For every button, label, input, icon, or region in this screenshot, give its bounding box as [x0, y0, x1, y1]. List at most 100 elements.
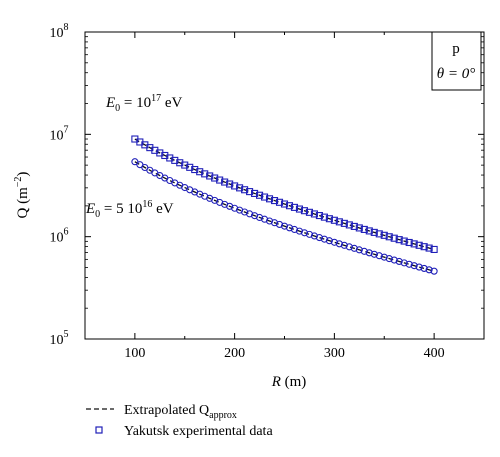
data-point-e16 — [375, 252, 383, 260]
x-tick-label: 400 — [424, 346, 445, 361]
x-tick-label: 100 — [124, 346, 145, 361]
data-point-e16 — [355, 246, 363, 254]
data-point-e16 — [325, 237, 333, 245]
data-point-e17 — [171, 156, 179, 164]
data-point-e17 — [385, 233, 393, 241]
panel-label-box — [431, 31, 482, 91]
y-tick-label: 105 — [50, 329, 69, 348]
data-point-e17 — [320, 213, 328, 221]
data-point-e16 — [295, 227, 304, 235]
data-point-e17 — [345, 221, 353, 229]
data-point-e17 — [191, 165, 199, 174]
fit-curve-e16 — [134, 161, 435, 272]
data-point-e17 — [246, 188, 254, 196]
panel-label-particle: p — [452, 41, 460, 57]
data-point-e17 — [241, 186, 249, 194]
data-point-e17 — [375, 230, 383, 238]
data-point-e17 — [395, 236, 403, 244]
data-point-e17 — [355, 224, 363, 232]
legend-square-marker — [95, 426, 103, 434]
data-point-e17 — [181, 161, 189, 169]
data-point-e17 — [340, 219, 348, 227]
y-tick-label: 107 — [50, 124, 69, 143]
fit-curve-e17 — [134, 138, 435, 251]
data-point-e17 — [350, 222, 358, 230]
y-tick-label: 108 — [50, 22, 69, 41]
data-point-e17 — [201, 170, 209, 178]
data-point-e17 — [335, 218, 343, 226]
data-point-e16 — [390, 256, 398, 264]
data-point-e17 — [265, 195, 274, 203]
data-point-e17 — [325, 215, 333, 223]
data-point-e17 — [365, 227, 373, 235]
data-point-e16 — [290, 225, 299, 234]
data-point-e17 — [206, 172, 214, 180]
data-point-e16 — [340, 241, 348, 249]
data-point-e17 — [400, 237, 408, 245]
y-axis-label-sup: −2 — [13, 177, 24, 188]
data-point-e17 — [370, 228, 378, 236]
data-point-e17 — [270, 197, 279, 205]
data-point-e17 — [231, 182, 239, 190]
data-point-e16 — [315, 234, 323, 242]
data-point-e16 — [330, 238, 338, 246]
data-point-e16 — [395, 257, 403, 266]
data-point-e16 — [425, 266, 433, 274]
data-point-e16 — [370, 250, 378, 258]
x-tick-label: 300 — [324, 346, 345, 361]
legend-yakutsk-text: Yakutsk experimental data — [124, 424, 273, 439]
data-point-e17 — [295, 205, 304, 213]
data-point-e17 — [310, 210, 318, 218]
data-point-e16 — [320, 235, 328, 243]
curve-label-e16: E0 = 5 1016 eV — [85, 199, 174, 220]
data-point-e17 — [315, 211, 323, 220]
data-point-e16 — [300, 229, 309, 237]
curve-label-e17: E0 = 1017 eV — [105, 93, 183, 114]
data-point-e17 — [196, 168, 204, 176]
data-point-e17 — [186, 163, 194, 171]
data-point-e16 — [380, 253, 388, 261]
x-tick-label: 200 — [224, 346, 245, 361]
data-point-e16 — [305, 230, 313, 238]
data-point-e17 — [425, 244, 433, 252]
data-point-e17 — [275, 198, 284, 206]
data-point-e17 — [360, 225, 368, 233]
data-point-e17 — [226, 180, 234, 188]
data-point-e17 — [410, 240, 418, 248]
data-point-e16 — [350, 244, 358, 252]
data-point-e17 — [390, 234, 398, 242]
data-point-e17 — [430, 245, 438, 254]
data-point-e17 — [251, 189, 259, 197]
x-axis-label: R (m) — [271, 374, 307, 390]
data-point-e16 — [420, 264, 428, 272]
data-point-e17 — [176, 159, 184, 167]
data-point-e17 — [280, 200, 289, 208]
data-point-e17 — [236, 184, 244, 192]
data-point-e17 — [300, 207, 309, 215]
data-point-e17 — [166, 154, 174, 162]
legend: Extrapolated Qapprox Yakutsk experimenta… — [86, 403, 273, 439]
data-point-e17 — [260, 193, 269, 201]
data-point-e17 — [330, 216, 338, 224]
data-point-e17 — [285, 202, 294, 210]
data-point-e17 — [216, 176, 224, 184]
data-point-e17 — [380, 231, 388, 239]
data-point-e16 — [345, 243, 353, 251]
legend-extrapolated-text: Extrapolated Qapprox — [124, 403, 237, 421]
data-point-e17 — [221, 178, 229, 186]
data-point-e16 — [285, 224, 294, 232]
data-point-e17 — [405, 238, 413, 247]
y-axis-label: Q (m−2) — [13, 172, 31, 219]
data-point-e17 — [211, 174, 219, 182]
data-point-e16 — [410, 262, 418, 270]
data-point-e17 — [290, 203, 299, 211]
data-point-e17 — [415, 241, 423, 249]
data-point-e16 — [405, 260, 413, 268]
data-point-e17 — [305, 208, 313, 216]
y-tick-label: 106 — [50, 227, 69, 246]
data-point-e16 — [385, 255, 393, 263]
data-point-e16 — [400, 259, 408, 267]
data-point-e16 — [310, 232, 318, 240]
panel-label-angle: θ = 0° — [437, 66, 476, 82]
